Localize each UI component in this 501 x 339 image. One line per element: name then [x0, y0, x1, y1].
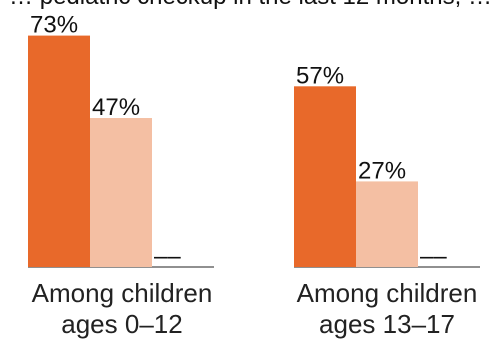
- data-label: 27%: [358, 157, 406, 184]
- category-label: Among children: [297, 278, 478, 308]
- bar: [28, 35, 90, 268]
- data-label: 47%: [92, 94, 140, 121]
- data-label: 73%: [30, 12, 78, 39]
- chart-title: … pediatric checkup in the last 12 month…: [0, 0, 501, 13]
- category-label: Among children: [32, 278, 213, 308]
- category-label: ages 0–12: [61, 309, 182, 339]
- data-label: ––: [420, 243, 447, 270]
- bar: [356, 181, 418, 267]
- data-label: ––: [154, 243, 181, 270]
- bar: [294, 86, 356, 267]
- data-label: 57%: [296, 62, 344, 89]
- bar: [90, 118, 152, 267]
- category-label: ages 13–17: [319, 309, 455, 339]
